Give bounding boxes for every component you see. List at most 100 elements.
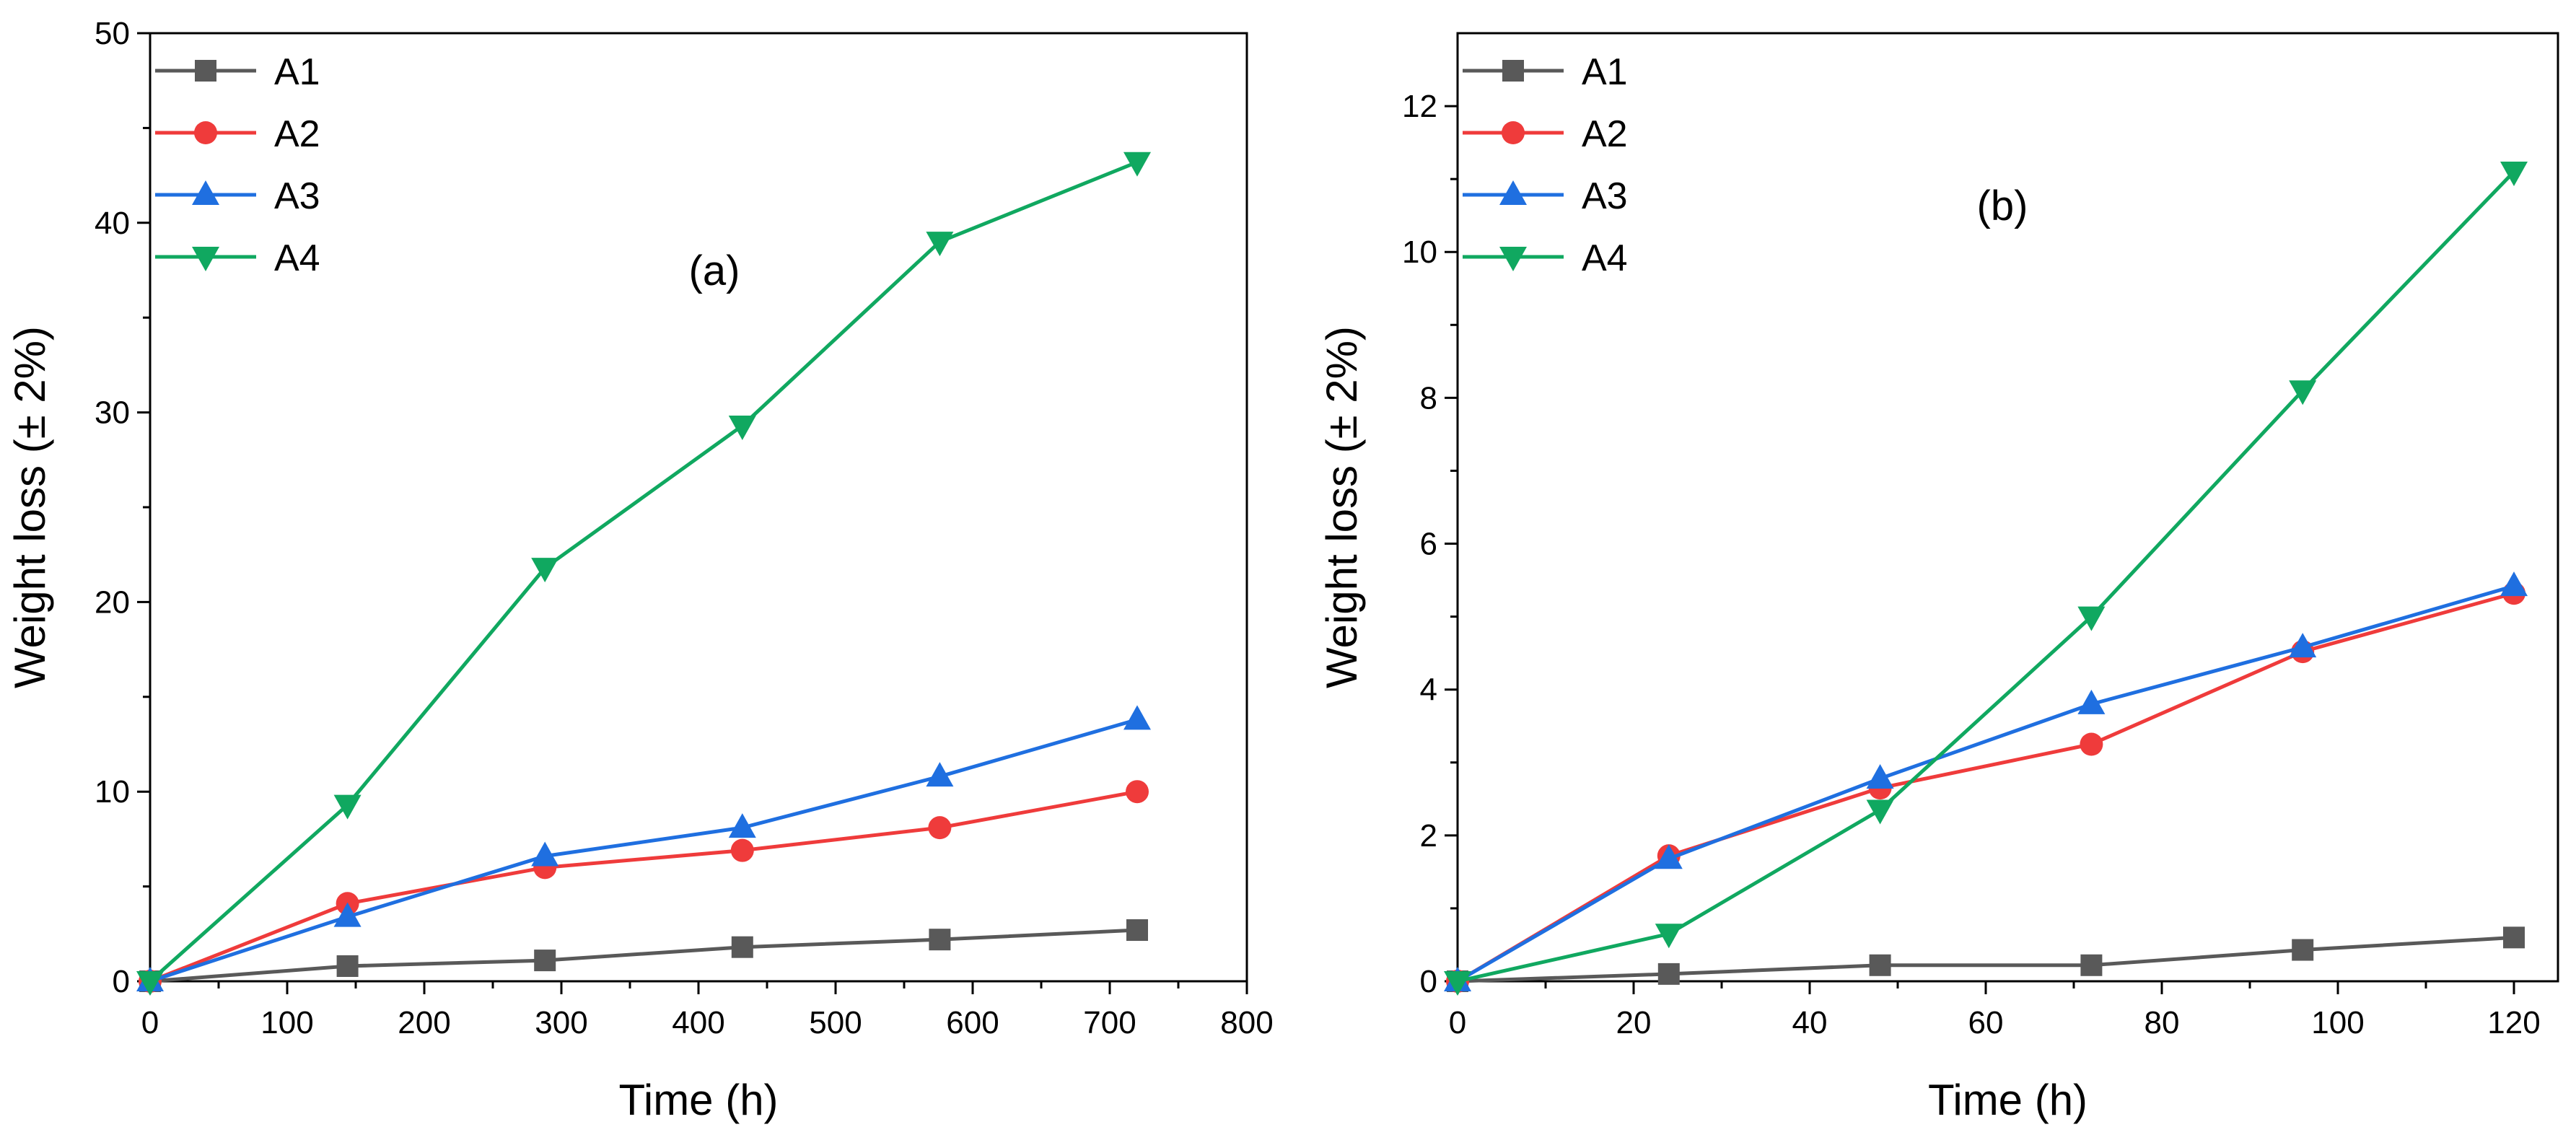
data-point-a1 <box>1126 919 1148 942</box>
legend-item-a4: A4 <box>155 237 320 279</box>
y-tick-label: 8 <box>1420 380 1437 416</box>
series-a2 <box>1446 582 2525 993</box>
x-tick-label: 0 <box>1449 1005 1466 1040</box>
x-tick-label: 120 <box>2487 1005 2540 1040</box>
data-point-a4 <box>1866 799 1894 825</box>
legend-label: A2 <box>274 113 320 155</box>
data-point-a1 <box>1657 963 1680 985</box>
y-axis-title: Weight loss (± 2%) <box>6 326 54 688</box>
data-point-a3 <box>926 762 954 787</box>
series-line-a1 <box>1457 935 2515 983</box>
data-point-a2 <box>2080 732 2103 756</box>
data-point-a4 <box>1444 971 1471 996</box>
data-point-a3 <box>1655 844 1683 869</box>
series-line-a4 <box>149 160 1138 983</box>
y-tick-label: 0 <box>113 964 130 999</box>
series-a4 <box>136 152 1151 996</box>
data-point-a2 <box>928 816 952 840</box>
series-line-a3 <box>1456 584 2515 983</box>
legend-marker <box>194 121 217 144</box>
legend-item-a3: A3 <box>155 175 320 217</box>
legend-label: A4 <box>1582 237 1628 279</box>
x-tick-label: 40 <box>1792 1005 1828 1040</box>
y-tick-label: 20 <box>95 584 130 620</box>
data-point-a2 <box>1126 780 1149 804</box>
legend-marker <box>1499 247 1527 271</box>
data-point-a4 <box>2077 606 2106 631</box>
series-line-a1 <box>149 928 1138 983</box>
data-point-a3 <box>2289 633 2317 658</box>
x-tick-label: 80 <box>2145 1005 2180 1040</box>
data-point-a4 <box>926 232 954 257</box>
series-line-a4 <box>1457 170 2515 983</box>
data-point-a1 <box>534 950 556 972</box>
x-tick-label: 400 <box>672 1005 724 1040</box>
data-point-a3 <box>728 813 756 838</box>
chart-panel-a: 0 100 200 300 400 500 600 700 800 0 10 20 30 40 50 Time… <box>6 16 1274 1124</box>
y-axis-title: Weight loss (± 2%) <box>1318 326 1366 688</box>
data-point-a4 <box>136 971 164 996</box>
data-point-a1 <box>336 955 359 977</box>
legend-label: A3 <box>274 175 320 217</box>
data-point-a4 <box>333 794 362 820</box>
series-a4 <box>1444 162 2528 996</box>
legend-item-a1: A1 <box>1463 51 1628 93</box>
legend-label: A1 <box>1582 51 1628 93</box>
x-tick-label: 800 <box>1220 1005 1273 1040</box>
data-point-a3 <box>1123 705 1151 730</box>
series-a2 <box>139 780 1149 993</box>
legend-marker <box>192 180 219 205</box>
legend-marker <box>1499 180 1527 205</box>
x-tick-label: 200 <box>398 1005 450 1040</box>
chart-panel-b: 0 20 40 60 80 100 120 0 2 4 6 8 10 12 Time (h) Weight l… <box>1318 32 2559 1124</box>
data-point-a4 <box>2289 380 2317 405</box>
legend-marker <box>192 247 219 271</box>
series-line-a2 <box>1456 591 2515 983</box>
x-tick-label: 100 <box>2311 1005 2364 1040</box>
series-a3 <box>1444 571 2528 991</box>
legend-marker <box>1502 121 1525 144</box>
legend-item-a4: A4 <box>1463 237 1628 279</box>
data-point-a1 <box>2080 954 2103 976</box>
data-point-a1 <box>2292 939 2314 961</box>
data-point-a4 <box>531 558 559 583</box>
panel-label: (a) <box>689 247 740 294</box>
y-tick-label: 12 <box>1402 89 1437 124</box>
data-point-a3 <box>333 902 362 927</box>
legend-label: A1 <box>274 51 320 93</box>
data-point-a4 <box>2500 162 2528 187</box>
x-tick-label: 60 <box>1968 1005 2004 1040</box>
series-line-a3 <box>149 717 1138 983</box>
legend-item-a1: A1 <box>155 51 320 93</box>
y-tick-label: 40 <box>95 206 130 241</box>
data-point-a3 <box>1866 764 1894 789</box>
plot-frame <box>1456 32 2559 983</box>
x-tick-label: 700 <box>1083 1005 1136 1040</box>
legend-item-a2: A2 <box>155 113 320 155</box>
legend-item-a2: A2 <box>1463 113 1628 155</box>
data-point-a3 <box>2500 571 2528 597</box>
x-tick-label: 20 <box>1616 1005 1652 1040</box>
data-point-a3 <box>531 841 559 867</box>
x-axis-title: Time (h) <box>618 1076 778 1124</box>
x-tick-label: 300 <box>535 1005 587 1040</box>
data-point-a4 <box>1123 152 1151 177</box>
x-tick-label: 100 <box>260 1005 313 1040</box>
legend-item-a3: A3 <box>1463 175 1628 217</box>
data-point-a4 <box>728 415 756 440</box>
y-tick-label: 4 <box>1420 672 1437 708</box>
legend-label: A2 <box>1582 113 1628 155</box>
data-point-a1 <box>929 929 951 951</box>
series-line-a2 <box>149 789 1138 983</box>
data-point-a1 <box>1869 954 1891 976</box>
legend-marker <box>195 60 216 82</box>
y-tick-label: 10 <box>1402 234 1437 270</box>
y-tick-label: 2 <box>1420 818 1437 854</box>
y-tick-label: 50 <box>95 16 130 51</box>
x-axis-title: Time (h) <box>1928 1076 2087 1124</box>
legend-label: A4 <box>274 237 320 279</box>
x-tick-label: 600 <box>946 1005 999 1040</box>
data-point-a4 <box>1655 924 1683 949</box>
data-point-a1 <box>2503 926 2525 949</box>
data-point-a1 <box>731 936 753 958</box>
